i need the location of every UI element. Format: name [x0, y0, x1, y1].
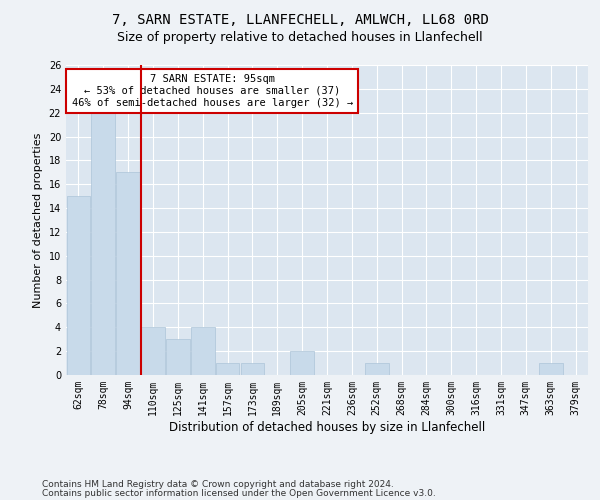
Bar [91, 112, 115, 375]
Y-axis label: Number of detached properties: Number of detached properties [33, 132, 43, 308]
Text: Contains public sector information licensed under the Open Government Licence v3: Contains public sector information licen… [42, 490, 436, 498]
Bar [67, 196, 90, 375]
Bar [191, 328, 215, 375]
Text: 7 SARN ESTATE: 95sqm
← 53% of detached houses are smaller (37)
46% of semi-detac: 7 SARN ESTATE: 95sqm ← 53% of detached h… [71, 74, 353, 108]
Text: 7, SARN ESTATE, LLANFECHELL, AMLWCH, LL68 0RD: 7, SARN ESTATE, LLANFECHELL, AMLWCH, LL6… [112, 12, 488, 26]
Bar [166, 339, 190, 375]
Bar [290, 351, 314, 375]
Bar [141, 328, 165, 375]
Bar [216, 363, 239, 375]
Bar [539, 363, 563, 375]
Text: Size of property relative to detached houses in Llanfechell: Size of property relative to detached ho… [117, 31, 483, 44]
Bar [116, 172, 140, 375]
Bar [365, 363, 389, 375]
Bar [241, 363, 264, 375]
X-axis label: Distribution of detached houses by size in Llanfechell: Distribution of detached houses by size … [169, 420, 485, 434]
Text: Contains HM Land Registry data © Crown copyright and database right 2024.: Contains HM Land Registry data © Crown c… [42, 480, 394, 489]
